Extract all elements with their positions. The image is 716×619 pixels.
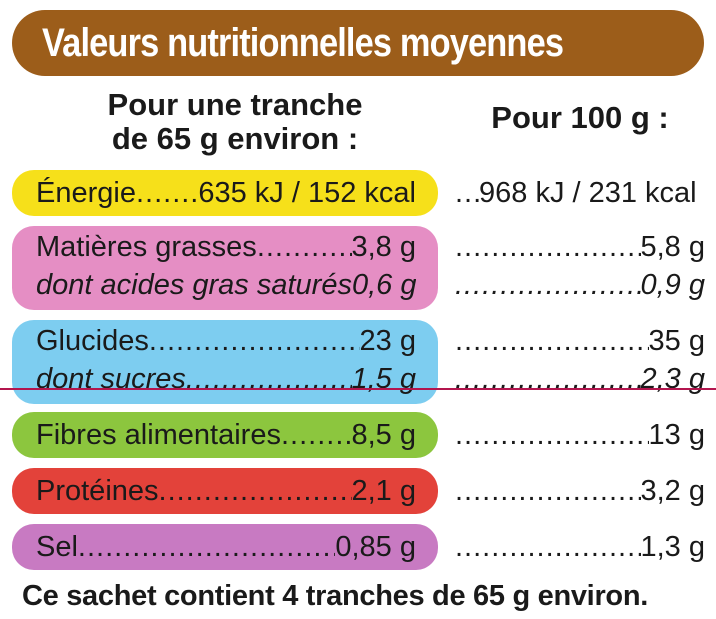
leader-dots <box>257 230 352 264</box>
leader-dots <box>186 362 352 396</box>
sucres-row-100g: 2,3 g <box>455 362 706 396</box>
fibres-row-100g: 13 g <box>455 418 705 452</box>
energie-row-100g: 968 kJ / 231 kcal <box>455 176 705 210</box>
acides-gras-row-100g: 0,9 g <box>455 268 706 302</box>
footer-note: Ce sachet contient 4 tranches de 65 g en… <box>22 580 649 612</box>
acides-gras-slice-value: 0,6 g <box>351 269 416 301</box>
fibres-label: Fibres alimentaires <box>36 419 281 451</box>
leader-dots <box>455 324 649 358</box>
glucides-100g-value: 35 g <box>648 325 705 357</box>
energie-label: Énergie <box>36 177 136 209</box>
leader-dots <box>78 530 335 564</box>
red-rule-line <box>0 388 716 390</box>
leader-dots <box>136 176 198 210</box>
fibres-pill <box>12 412 438 458</box>
acides-gras-100g-value: 0,9 g <box>640 269 706 301</box>
sucres-slice-value: 1,5 g <box>351 363 417 395</box>
proteines-label: Protéines <box>36 475 159 507</box>
acides-gras-label: dont acides gras saturés <box>36 269 352 301</box>
glucides-row-slice: Glucides 23 g <box>36 324 416 358</box>
leader-dots <box>149 324 360 358</box>
leader-dots <box>455 530 641 564</box>
header-per-slice-line1: Pour une tranche <box>107 87 363 122</box>
proteines-row-100g: 3,2 g <box>455 474 706 508</box>
leader-dots <box>455 362 641 396</box>
energie-100g-value: 968 kJ / 231 kcal <box>479 177 697 209</box>
sel-100g-value: 1,3 g <box>640 531 706 563</box>
energie-row-slice: Énergie 635 kJ / 152 kcal <box>36 176 416 210</box>
proteines-row-slice: Protéines 2,1 g <box>36 474 416 508</box>
matieres-grasses-row-100g: 5,8 g <box>455 230 706 264</box>
matieres-grasses-slice-value: 3,8 g <box>351 231 417 263</box>
glucides-slice-value: 23 g <box>359 325 416 357</box>
sucres-label: dont sucres <box>36 363 186 395</box>
proteines-slice-value: 2,1 g <box>351 475 417 507</box>
leader-dots <box>159 474 352 508</box>
leader-dots <box>455 418 649 452</box>
proteines-100g-value: 3,2 g <box>640 475 706 507</box>
fibres-100g-value: 13 g <box>648 419 705 451</box>
matieres-grasses-label: Matières grasses <box>36 231 257 263</box>
sucres-row-slice: dont sucres 1,5 g <box>36 362 416 396</box>
header-per-slice: Pour une tranche de 65 g environ : <box>80 88 390 156</box>
header-per-slice-line2: de 65 g environ : <box>111 121 359 156</box>
sel-row-slice: Sel 0,85 g <box>36 530 416 564</box>
fibres-slice-value: 8,5 g <box>351 419 417 451</box>
sel-row-100g: 1,3 g <box>455 530 706 564</box>
matieres-grasses-100g-value: 5,8 g <box>640 231 706 263</box>
leader-dots <box>455 474 641 508</box>
leader-dots <box>455 230 641 264</box>
leader-dots <box>455 268 641 302</box>
page-title: Valeurs nutritionnelles moyennes <box>42 20 564 65</box>
leader-dots <box>455 176 479 210</box>
header-per-100g: Pour 100 g : <box>491 100 669 135</box>
sel-slice-value: 0,85 g <box>335 531 416 563</box>
sel-label: Sel <box>36 531 78 563</box>
acides-gras-row-slice: dont acides gras saturés 0,6 g <box>36 268 416 302</box>
matieres-grasses-pill <box>12 226 438 310</box>
fibres-row-slice: Fibres alimentaires 8,5 g <box>36 418 416 452</box>
energie-pill <box>12 170 438 216</box>
leader-dots <box>281 418 352 452</box>
title-banner: Valeurs nutritionnelles moyennes <box>12 10 704 76</box>
matieres-grasses-row-slice: Matières grasses 3,8 g <box>36 230 416 264</box>
glucides-label: Glucides <box>36 325 149 357</box>
energie-slice-value: 635 kJ / 152 kcal <box>198 177 416 209</box>
sucres-100g-value: 2,3 g <box>640 363 706 395</box>
glucides-row-100g: 35 g <box>455 324 705 358</box>
